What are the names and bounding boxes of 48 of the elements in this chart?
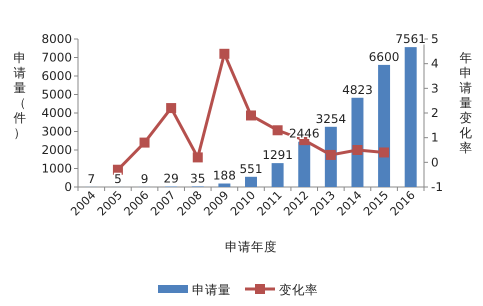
y2-tick-label: -1 bbox=[431, 180, 443, 194]
point bbox=[140, 138, 150, 148]
y2-tick-label: 3 bbox=[431, 81, 439, 96]
y-axis-title: 申请量（件） bbox=[14, 50, 26, 140]
bar bbox=[245, 176, 257, 187]
data-label: 29 bbox=[164, 171, 179, 186]
point bbox=[352, 145, 362, 155]
data-label: 4823 bbox=[342, 82, 373, 97]
data-label: 1291 bbox=[262, 148, 293, 162]
point bbox=[246, 110, 256, 120]
bar bbox=[272, 163, 284, 187]
y2-tick-label: 2 bbox=[431, 106, 439, 120]
y2-tick-label: 0 bbox=[431, 155, 439, 170]
y-tick-label: 8000 bbox=[41, 32, 72, 46]
y-tick-label: 0 bbox=[64, 180, 72, 194]
y-tick-label: 7000 bbox=[41, 50, 72, 64]
data-label: 3254 bbox=[316, 112, 346, 126]
y-tick-label: 6000 bbox=[41, 69, 72, 83]
data-label: 7561 bbox=[395, 32, 426, 46]
data-label: 6600 bbox=[368, 50, 400, 64]
point bbox=[166, 103, 176, 114]
y-tick-label: 4000 bbox=[41, 106, 72, 120]
y-tick-label: 2000 bbox=[41, 143, 72, 157]
y-tick-label: 1000 bbox=[41, 162, 72, 176]
data-label: 7 bbox=[87, 172, 96, 186]
x-axis-title: 申请年度 bbox=[225, 239, 277, 254]
y2-tick-label: 5 bbox=[431, 32, 439, 46]
y-tick-label: 3000 bbox=[41, 124, 72, 138]
legend-label: 申请量 bbox=[192, 282, 231, 297]
bar bbox=[404, 47, 417, 187]
data-label: 35 bbox=[190, 171, 206, 186]
point bbox=[326, 150, 336, 160]
legend-label: 变化率 bbox=[279, 282, 318, 297]
bar bbox=[218, 184, 230, 187]
bar bbox=[298, 142, 310, 187]
point bbox=[379, 147, 390, 158]
data-label: 551 bbox=[240, 162, 262, 176]
point bbox=[192, 152, 203, 162]
y2-tick-label: 4 bbox=[431, 56, 439, 71]
bar bbox=[378, 64, 390, 187]
y2-axis-title: 年申请量变化率 bbox=[460, 50, 472, 155]
data-label: 9 bbox=[140, 172, 148, 186]
data-label: 5 bbox=[114, 172, 122, 186]
y2-tick-label: 1 bbox=[431, 130, 439, 145]
data-label: 188 bbox=[212, 168, 236, 183]
point bbox=[219, 48, 230, 59]
point bbox=[272, 125, 283, 136]
y-tick-label: 5000 bbox=[41, 88, 72, 102]
